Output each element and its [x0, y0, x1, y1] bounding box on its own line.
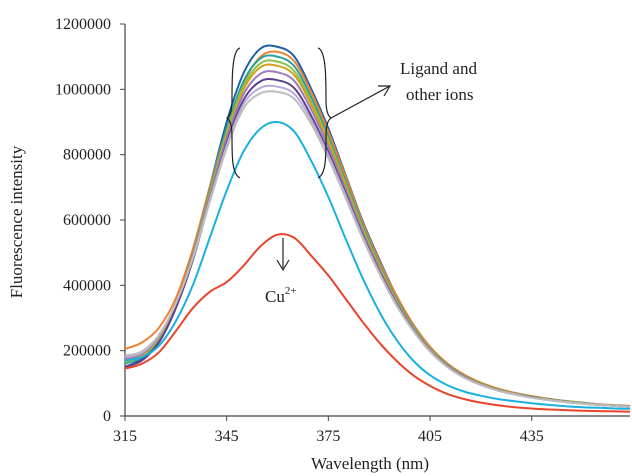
x-tick-label: 405: [418, 428, 442, 445]
y-ticks: 0 200000 400000 600000 800000 1000000 1200000: [55, 16, 125, 425]
brace-left: [225, 47, 241, 179]
y-tick-label: 200000: [63, 343, 111, 360]
y-tick-label: 400000: [63, 277, 111, 294]
x-axis-label: Wavelength (nm): [311, 454, 429, 473]
x-tick-label: 345: [215, 428, 239, 445]
y-axis-label: Fluorescence intensity: [7, 145, 26, 298]
y-tick-label: 0: [103, 408, 111, 425]
cu-label: Cu2+: [265, 285, 297, 306]
x-tick-label: 375: [316, 428, 340, 445]
y-tick-label: 1200000: [55, 16, 111, 33]
series-line-10: [124, 120, 631, 410]
ligand-label-line2: other ions: [406, 85, 474, 104]
series-line-7: [124, 78, 631, 408]
y-tick-label: 800000: [63, 147, 111, 164]
series-layer: [124, 44, 631, 413]
x-tick-label: 315: [113, 428, 137, 445]
x-tick-label: 435: [520, 428, 544, 445]
cu-arrow-head: [276, 259, 290, 272]
ligand-arrow-line: [330, 85, 391, 119]
cu-label-base: Cu: [265, 287, 285, 306]
ligand-arrow: [330, 85, 392, 119]
cu-label-sup: 2+: [285, 285, 297, 297]
y-tick-label: 1000000: [55, 81, 111, 98]
ligand-arrow-head: [378, 85, 392, 97]
y-tick-label: 600000: [63, 212, 111, 229]
ligand-label-line1: Ligand and: [400, 59, 477, 78]
series-line-11: [124, 233, 631, 413]
series-line-6: [124, 70, 631, 408]
series-line-8: [124, 84, 631, 408]
x-ticks: 315 345 375 405 435: [113, 416, 544, 445]
cu-arrow: [276, 238, 290, 272]
series-line-9: [124, 90, 631, 408]
